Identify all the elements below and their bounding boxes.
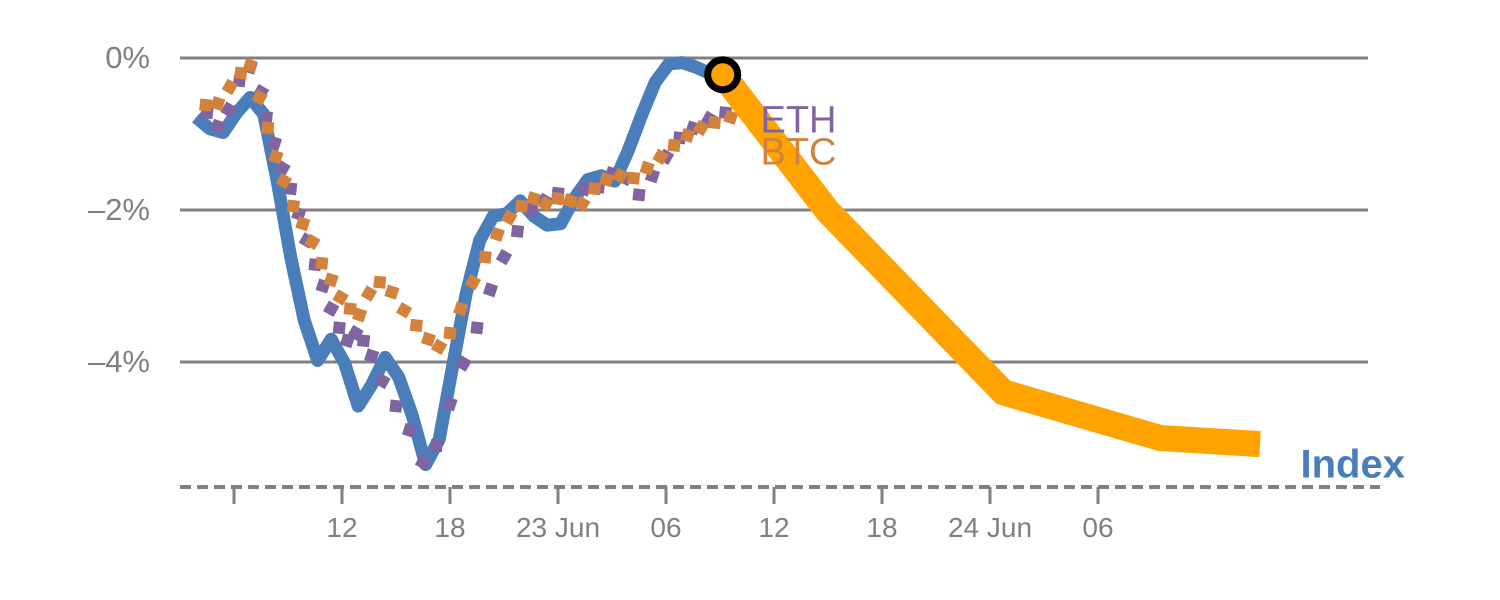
series-point-btc <box>352 307 368 323</box>
marker-layer <box>704 56 742 94</box>
series-point-btc <box>551 192 565 206</box>
series-point-eth <box>323 300 340 317</box>
series-point-eth <box>364 348 380 364</box>
series-point-btc <box>343 302 357 316</box>
y-tick-label-2: –4% <box>88 344 150 379</box>
series-point-btc <box>261 121 275 135</box>
series-point-btc <box>574 195 591 213</box>
series-point-btc <box>708 116 722 130</box>
series-point-eth <box>266 135 283 151</box>
forecast-line-index <box>712 66 1261 458</box>
series-point-eth <box>220 101 237 118</box>
series-point-btc <box>304 233 321 251</box>
series-point-eth <box>470 321 484 335</box>
x-tick-label-5: 12 <box>758 512 789 543</box>
series-point-btc <box>199 98 213 112</box>
series-point-btc <box>210 96 226 112</box>
series-point-btc <box>373 275 387 289</box>
series-point-btc <box>251 89 268 106</box>
series-point-btc <box>242 58 258 74</box>
series-point-btc <box>395 302 413 319</box>
series-point-eth <box>357 334 371 348</box>
series-point-eth <box>210 118 226 134</box>
y-tick-label-1: –2% <box>88 192 150 227</box>
series-point-eth <box>495 248 513 266</box>
x-tick-label-1: 12 <box>326 512 357 543</box>
series-btc <box>199 58 739 355</box>
series-point-btc <box>443 326 457 340</box>
series-point-btc <box>587 182 602 196</box>
series-point-btc <box>420 331 436 347</box>
series-point-eth <box>510 224 525 238</box>
x-tick-label-8: 06 <box>1082 512 1113 543</box>
axis-layer <box>180 485 1380 504</box>
series-point-eth <box>401 422 418 438</box>
series-point-btc <box>680 127 696 144</box>
series-point-btc <box>627 171 641 185</box>
series-point-btc <box>562 193 578 209</box>
series-point-btc <box>723 109 739 125</box>
axis-title-index: Index <box>1301 443 1405 487</box>
series-point-btc <box>501 209 518 226</box>
series-point-eth <box>274 160 291 177</box>
series-point-btc <box>453 301 469 317</box>
series-point-btc <box>221 78 239 96</box>
series-point-eth <box>442 396 458 412</box>
series-point-btc <box>478 250 492 264</box>
series-point-btc <box>537 195 555 213</box>
series-point-btc <box>464 274 482 291</box>
series-point-eth <box>455 355 472 372</box>
series-point-eth <box>429 439 444 453</box>
series-point-btc <box>332 289 349 306</box>
series-point-btc <box>526 191 542 207</box>
series-point-btc <box>268 149 284 165</box>
series-point-eth <box>259 110 273 124</box>
series-point-btc <box>639 160 655 176</box>
x-tick-label-3: 23 Jun <box>516 512 600 543</box>
series-point-btc <box>409 318 423 333</box>
series-point-eth <box>332 321 346 335</box>
series-label-eth: ETH <box>761 99 837 141</box>
series-point-eth <box>632 188 646 202</box>
x-tick-label-2: 18 <box>434 512 465 543</box>
x-axis-tick-labels: 12 18 23 Jun 06 12 18 24 Jun 06 <box>326 512 1113 543</box>
series-point-btc <box>323 272 339 288</box>
series-point-btc <box>611 167 629 184</box>
x-tick-label-6: 18 <box>866 512 897 543</box>
highlight-point <box>704 56 742 94</box>
series-point-btc <box>360 285 378 302</box>
y-tick-label-0: 0% <box>105 40 150 75</box>
x-tick-label-4: 06 <box>650 512 681 543</box>
x-tick-label-7: 24 Jun <box>948 512 1032 543</box>
series-point-btc <box>275 172 293 190</box>
series-point-eth <box>482 282 499 298</box>
series-point-eth <box>374 372 391 390</box>
series-layer <box>192 56 1261 472</box>
series-point-btc <box>489 226 505 242</box>
series-point-btc <box>431 338 448 355</box>
series-point-btc <box>692 119 710 137</box>
series-point-btc <box>514 199 529 213</box>
series-point-btc <box>315 256 329 270</box>
series-line-index <box>192 56 1261 472</box>
series-point-btc <box>652 148 669 165</box>
series-point-btc <box>286 199 300 213</box>
series-label-btc: BTC <box>761 131 837 173</box>
series-point-btc <box>384 284 400 300</box>
series-point-btc <box>667 138 681 152</box>
series-point-eth <box>389 399 403 413</box>
y-axis-tick-labels: 0% –2% –4% <box>88 40 150 379</box>
series-point-btc <box>295 216 311 232</box>
series-point-btc <box>599 172 615 188</box>
series-point-eth <box>414 454 432 471</box>
